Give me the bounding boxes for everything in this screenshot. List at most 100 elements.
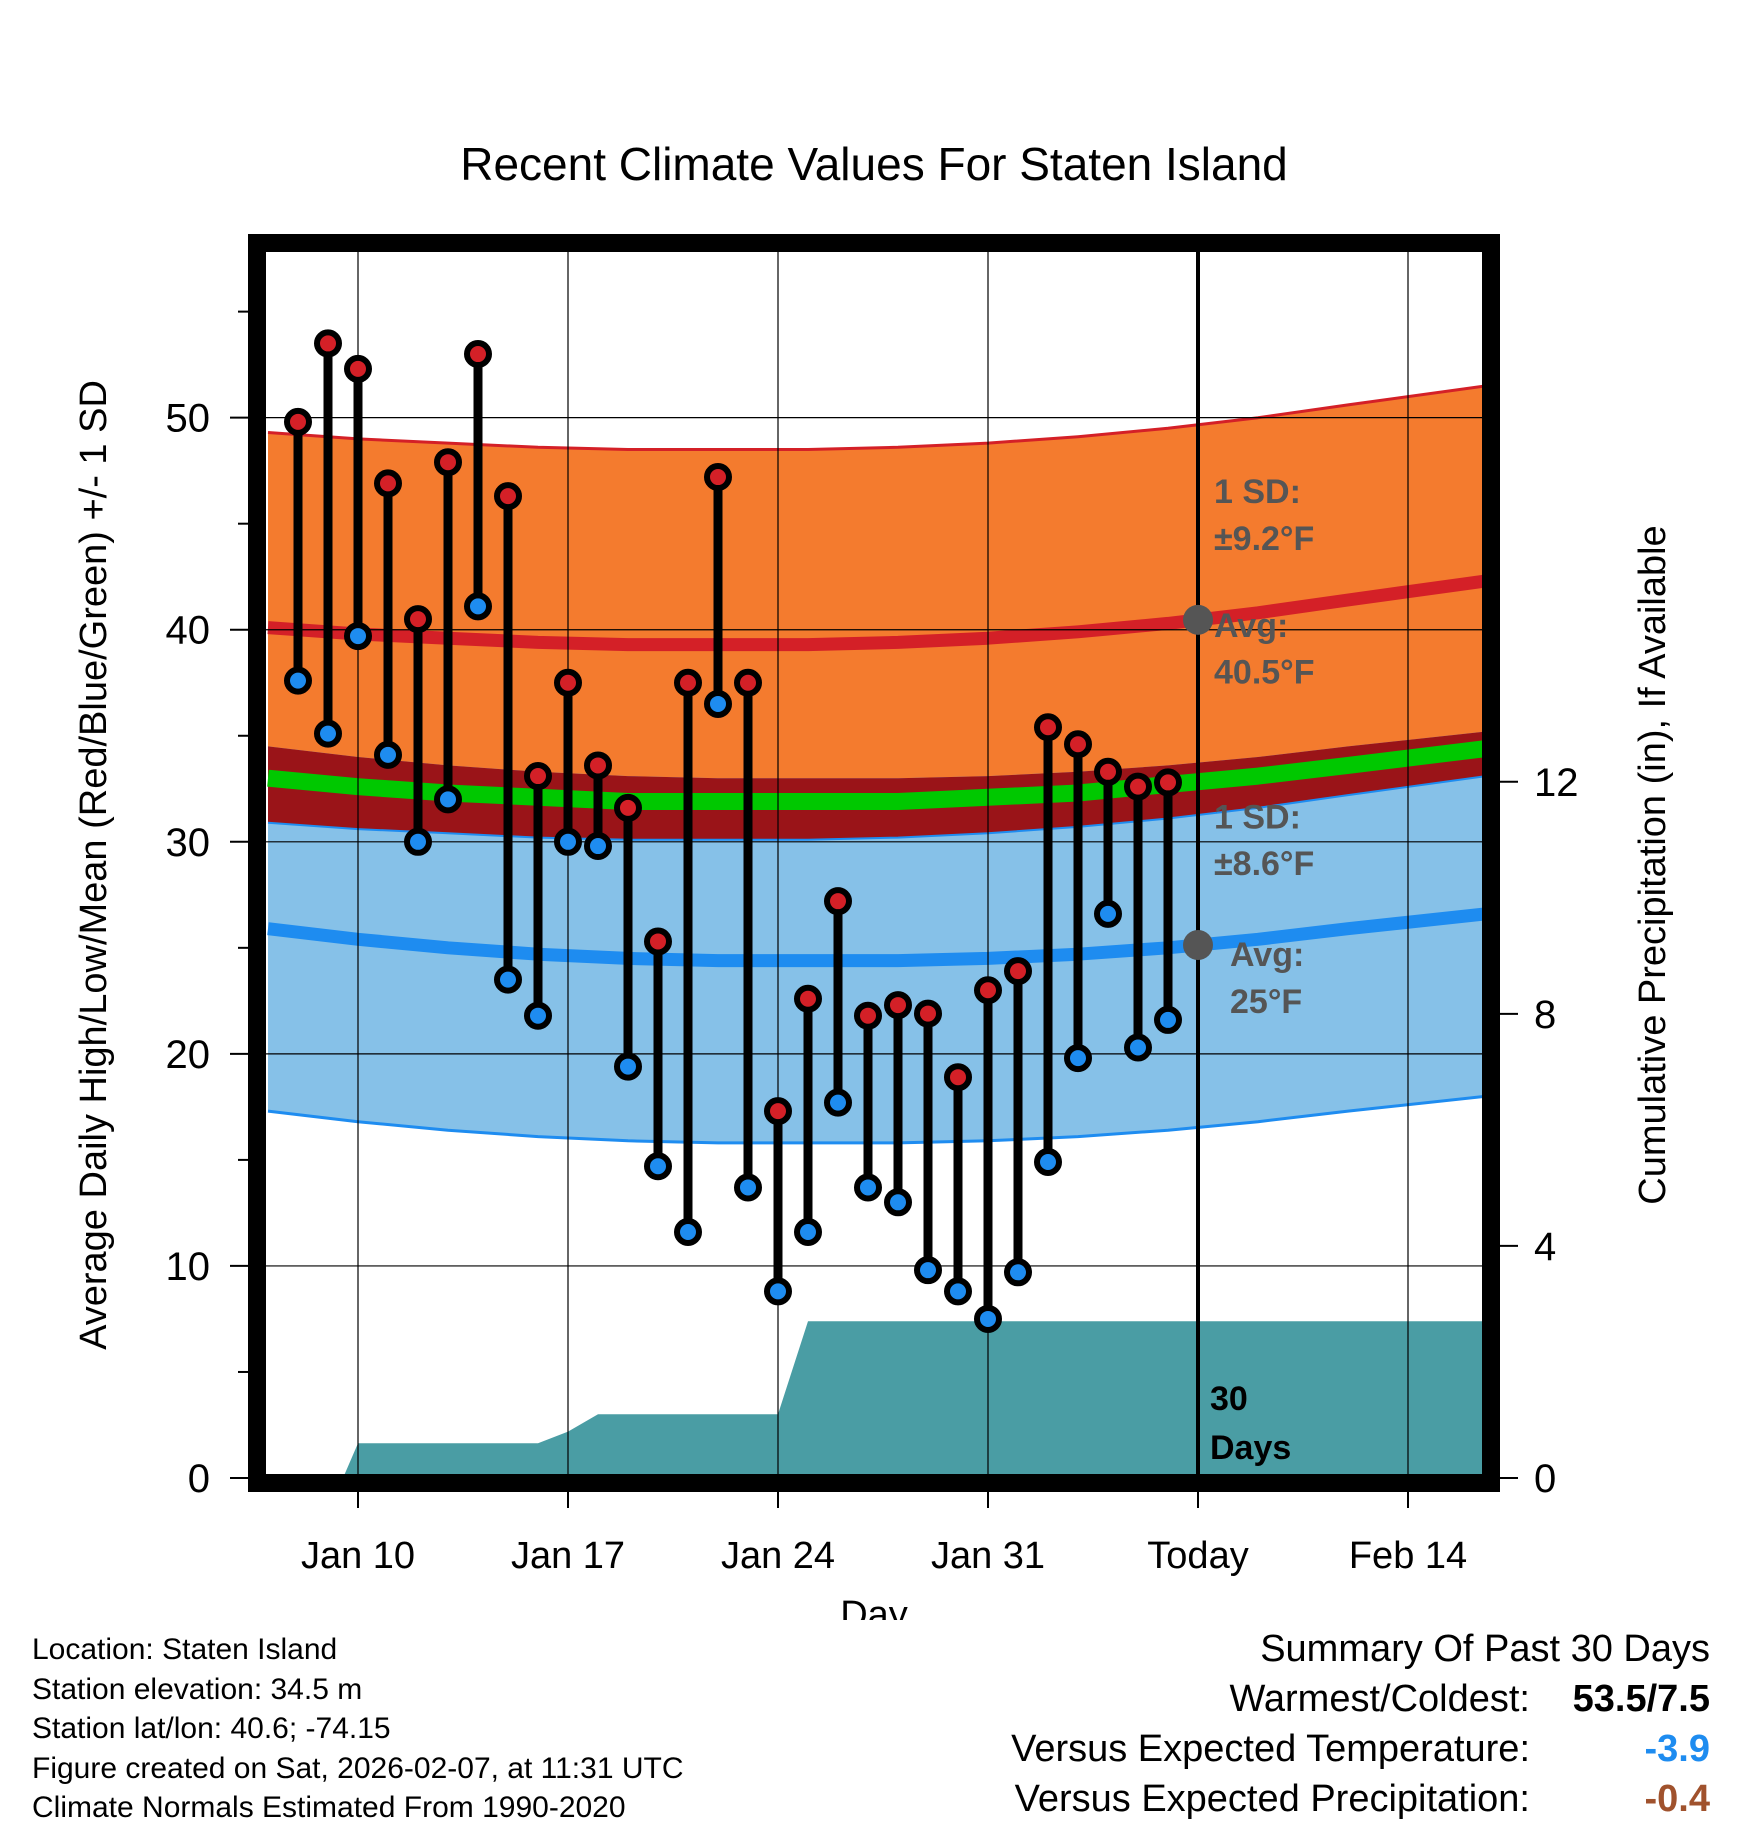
- precip-period-label-line2: Days: [1210, 1429, 1291, 1467]
- x-tick-label: Jan 17: [511, 1535, 625, 1577]
- info-created: Figure created on Sat, 2026-02-07, at 11…: [32, 1751, 684, 1785]
- normal-low-line: [267, 907, 1486, 968]
- daily-high-dot: [494, 482, 522, 511]
- daily-high-dot: [554, 668, 582, 697]
- daily-high-dot: [794, 984, 822, 1013]
- daily-high-dot: [374, 469, 402, 498]
- daily-low-dot: [1034, 1148, 1062, 1177]
- climate-chart: Recent Climate Values For Staten Island …: [73, 138, 1674, 1620]
- daily-low-dot: [824, 1088, 852, 1117]
- daily-low-dot: [344, 622, 372, 651]
- daily-high-dot: [524, 762, 552, 791]
- summary-title: Summary Of Past 30 Days: [1260, 1628, 1710, 1670]
- daily-low-dot: [494, 965, 522, 994]
- today-normal-low-marker: [1183, 930, 1213, 960]
- warm-cold-value: 53.5/7.5: [1572, 1678, 1710, 1720]
- daily-low-dot: [644, 1152, 672, 1181]
- daily-high-dot: [1004, 957, 1032, 986]
- x-tick-label: Jan 10: [301, 1535, 415, 1577]
- daily-high-dot: [854, 1001, 882, 1030]
- daily-high-dot: [1034, 713, 1062, 742]
- y-axis-label: Average Daily High/Low/Mean (Red/Blue/Gr…: [73, 380, 115, 1350]
- temp-value: -3.9: [1644, 1728, 1710, 1770]
- daily-low-dot: [614, 1052, 642, 1081]
- y-tick-label: 30: [166, 821, 211, 865]
- summary-warm-cold: Warmest/Coldest: 53.5/7.5: [1011, 1674, 1710, 1724]
- daily-low-dot: [704, 689, 732, 718]
- daily-high-dot: [584, 751, 612, 780]
- daily-high-dot: [734, 668, 762, 697]
- x-tick-label: Jan 24: [721, 1535, 835, 1577]
- daily-high-dot: [284, 407, 312, 436]
- daily-high-dot: [944, 1063, 972, 1092]
- daily-low-dot: [284, 666, 312, 695]
- normal-high-line: [267, 574, 1486, 652]
- daily-low-dot: [944, 1277, 972, 1306]
- daily-low-dot: [794, 1218, 822, 1246]
- daily-low-dot: [1124, 1033, 1152, 1062]
- summary-temp: Versus Expected Temperature: -3.9: [1011, 1724, 1710, 1774]
- normal-mean-line: [267, 740, 1486, 810]
- precip-period-label-line1: 30: [1210, 1380, 1248, 1418]
- y-tick-label: 40: [166, 609, 211, 653]
- daily-low-dot: [314, 719, 342, 748]
- daily-high-dot: [824, 887, 852, 916]
- daily-low-dot: [1094, 899, 1122, 928]
- x-tick-label: Today: [1147, 1535, 1248, 1577]
- daily-low-dot: [584, 832, 612, 861]
- info-elevation: Station elevation: 34.5 m: [32, 1672, 363, 1706]
- today-normal-high-marker: [1183, 604, 1213, 635]
- daily-low-dot: [404, 827, 432, 856]
- plot-frame: [248, 234, 1500, 1492]
- daily-high-dot: [914, 999, 942, 1028]
- y2-tick-label: 8: [1534, 993, 1556, 1037]
- high-sd-lower-line: [267, 775, 1486, 841]
- high-sd-value: ±9.2°F: [1214, 520, 1314, 558]
- daily-high-dot: [1124, 772, 1152, 801]
- precip-value: -0.4: [1644, 1778, 1710, 1820]
- daily-high-dot: [644, 927, 672, 956]
- daily-high-dot: [314, 329, 342, 358]
- daily-low-dot: [374, 740, 402, 769]
- temp-label: Versus Expected Temperature:: [1011, 1728, 1530, 1770]
- daily-high-dot: [464, 340, 492, 369]
- y-tick-label: 10: [166, 1245, 211, 1289]
- summary-precip: Versus Expected Precipitation: -0.4: [1011, 1774, 1710, 1824]
- low-sd-lower-line: [267, 1094, 1486, 1145]
- daily-high-dot: [344, 354, 372, 383]
- daily-low-dot: [914, 1256, 942, 1285]
- y-tick-label: 0: [188, 1457, 210, 1501]
- daily-low-dot: [974, 1304, 1002, 1333]
- y-tick-label: 20: [166, 1033, 211, 1077]
- low-avg-label: Avg:: [1230, 936, 1304, 974]
- daily-low-dot: [554, 827, 582, 856]
- y2-tick-label: 0: [1534, 1457, 1556, 1501]
- chart-title: Recent Climate Values For Staten Island: [460, 138, 1288, 190]
- low-sd-value: ±8.6°F: [1214, 845, 1314, 883]
- low-sd-label: 1 SD:: [1214, 798, 1301, 836]
- info-normals: Climate Normals Estimated From 1990-2020: [32, 1791, 626, 1824]
- info-latlon: Station lat/lon: 40.6; -74.15: [32, 1712, 391, 1745]
- daily-low-dot: [764, 1277, 792, 1306]
- x-tick-label: Feb 14: [1349, 1535, 1467, 1577]
- daily-high-dot: [614, 793, 642, 822]
- y-tick-label: 50: [166, 397, 211, 441]
- daily-low-dot: [1004, 1258, 1032, 1287]
- daily-low-dot: [434, 785, 462, 814]
- warm-cold-label: Warmest/Coldest:: [1229, 1678, 1530, 1720]
- daily-low-dot: [884, 1188, 912, 1217]
- daily-low-dot: [674, 1218, 702, 1246]
- daily-low-dot: [734, 1173, 762, 1202]
- daily-low-dot: [854, 1173, 882, 1202]
- y2-tick-label: 12: [1534, 761, 1579, 805]
- high-sd-label: 1 SD:: [1214, 473, 1301, 511]
- x-tick-label: Jan 31: [931, 1535, 1045, 1577]
- daily-high-dot: [764, 1097, 792, 1126]
- station-info: Location: Staten Island Station elevatio…: [32, 1630, 684, 1828]
- plot-area: [262, 248, 1486, 1478]
- high-avg-value: 40.5°F: [1214, 653, 1315, 691]
- y2-tick-label: 4: [1534, 1225, 1556, 1269]
- daily-high-dot: [404, 605, 432, 634]
- daily-high-dot: [674, 668, 702, 697]
- low-avg-value: 25°F: [1230, 983, 1302, 1021]
